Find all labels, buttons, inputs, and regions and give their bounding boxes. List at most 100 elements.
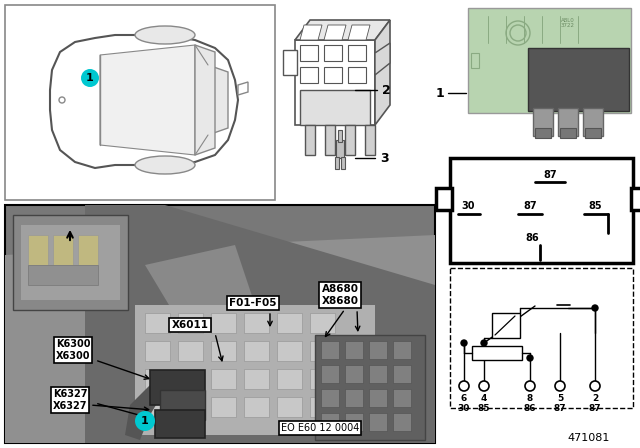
Bar (211, 397, 236, 417)
Bar (295, 40, 375, 125)
Bar (348, 67, 366, 83)
Bar (277, 341, 302, 361)
Polygon shape (125, 385, 165, 440)
Bar (468, 8, 631, 113)
Bar (369, 413, 387, 431)
Circle shape (459, 381, 469, 391)
Bar (583, 108, 603, 136)
Bar (335, 157, 339, 169)
Circle shape (525, 381, 535, 391)
Bar (78, 235, 98, 265)
Bar (178, 369, 203, 389)
Bar (150, 370, 205, 405)
Bar (585, 128, 601, 138)
Text: A8680
X8680: A8680 X8680 (321, 284, 358, 306)
Bar (450, 268, 633, 408)
Text: A8L0
3722: A8L0 3722 (561, 17, 575, 28)
Text: 5: 5 (557, 393, 563, 402)
Text: 87: 87 (523, 201, 537, 211)
Circle shape (481, 340, 487, 346)
Bar (53, 235, 73, 265)
Bar (300, 90, 370, 125)
Bar (336, 140, 344, 158)
Text: 85: 85 (477, 404, 490, 413)
Bar (5, 5, 275, 200)
Bar (345, 125, 355, 155)
Bar (310, 397, 335, 417)
Bar (310, 341, 335, 361)
Bar (393, 389, 411, 407)
Circle shape (592, 305, 598, 311)
Bar (315, 335, 425, 440)
Text: 30: 30 (461, 201, 475, 211)
Bar (28, 265, 98, 285)
Bar (321, 389, 339, 407)
Bar (244, 397, 269, 417)
Bar (277, 313, 302, 333)
Bar (145, 341, 170, 361)
Text: 86: 86 (524, 404, 536, 413)
Polygon shape (324, 25, 346, 40)
Text: 86: 86 (525, 233, 539, 243)
Bar (325, 125, 335, 155)
Polygon shape (85, 205, 435, 443)
Polygon shape (50, 35, 238, 168)
Bar (283, 50, 297, 75)
Text: 2: 2 (382, 83, 391, 96)
Bar (28, 235, 48, 265)
Polygon shape (5, 235, 435, 443)
Bar (145, 313, 170, 333)
Circle shape (555, 381, 565, 391)
Bar (560, 128, 576, 138)
Bar (393, 413, 411, 431)
Text: 1: 1 (86, 73, 94, 83)
Bar (436, 188, 452, 210)
Bar (135, 305, 375, 435)
Bar (321, 341, 339, 359)
Circle shape (135, 411, 155, 431)
Ellipse shape (135, 26, 195, 44)
Bar (324, 67, 342, 83)
Text: 6: 6 (461, 393, 467, 402)
Bar (155, 410, 205, 438)
Bar (450, 158, 633, 263)
Text: EO E60 12 0004: EO E60 12 0004 (281, 423, 359, 433)
Bar (369, 341, 387, 359)
Circle shape (479, 381, 489, 391)
Bar (631, 188, 640, 210)
Text: 1: 1 (141, 416, 149, 426)
Bar (160, 390, 205, 420)
Bar (345, 341, 363, 359)
Text: 87: 87 (589, 404, 602, 413)
Text: K6300
X6300: K6300 X6300 (56, 339, 90, 361)
Bar (369, 389, 387, 407)
Text: 2: 2 (592, 393, 598, 402)
Bar (211, 369, 236, 389)
Text: 471081: 471081 (568, 433, 610, 443)
Polygon shape (145, 245, 255, 315)
Bar (178, 341, 203, 361)
Text: F01-F05: F01-F05 (229, 298, 276, 308)
Polygon shape (195, 45, 215, 155)
Bar (277, 397, 302, 417)
Bar (471, 53, 479, 68)
Bar (492, 313, 520, 338)
Bar (211, 341, 236, 361)
Text: 8: 8 (527, 393, 533, 402)
Text: X6011: X6011 (172, 320, 209, 330)
Bar (321, 365, 339, 383)
Bar (21, 225, 120, 300)
Polygon shape (375, 20, 390, 125)
Bar (528, 48, 629, 111)
Polygon shape (208, 65, 228, 135)
Bar (5, 205, 435, 443)
Text: K6327
X6327: K6327 X6327 (52, 389, 87, 411)
Ellipse shape (135, 156, 195, 174)
Polygon shape (375, 43, 390, 75)
Text: 85: 85 (588, 201, 602, 211)
Polygon shape (100, 45, 195, 155)
Bar (321, 413, 339, 431)
Bar (345, 389, 363, 407)
Bar (305, 125, 315, 155)
Polygon shape (348, 25, 370, 40)
